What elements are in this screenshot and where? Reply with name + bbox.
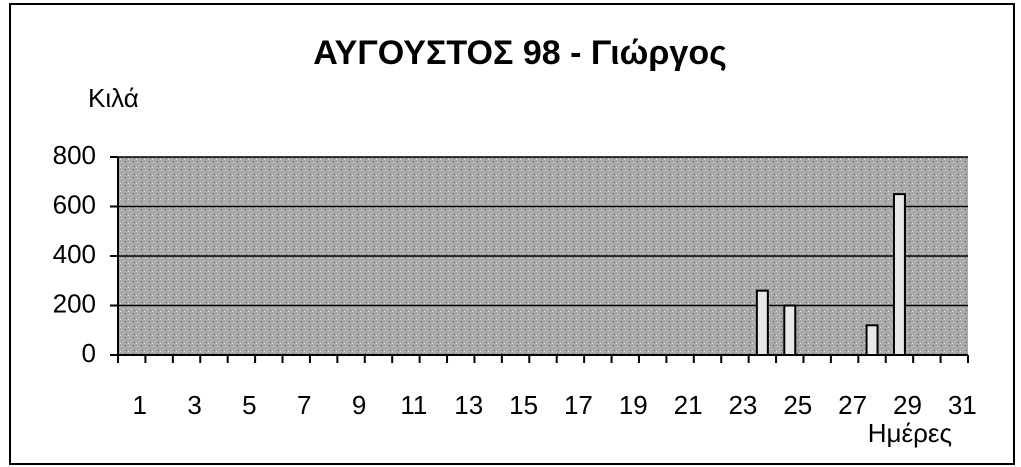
- chart-title: ΑΥΓΟΥΣΤΟΣ 98 - Γιώργος: [313, 34, 727, 72]
- y-tick-label: 200: [53, 288, 96, 318]
- x-axis-label: Ημέρες: [868, 418, 952, 448]
- x-tick-label: 29: [893, 390, 922, 420]
- x-tick-label: 7: [297, 390, 311, 420]
- x-tick-label: 5: [242, 390, 256, 420]
- x-tick-label: 27: [838, 390, 867, 420]
- x-tick-label: 9: [352, 390, 366, 420]
- x-tick-label: 17: [564, 390, 593, 420]
- bar: [892, 193, 906, 356]
- y-tick-label: 800: [53, 140, 96, 170]
- x-tick-label: 25: [783, 390, 812, 420]
- x-tick-label: 15: [509, 390, 538, 420]
- x-tick-label: 21: [674, 390, 703, 420]
- x-tick-label: 19: [619, 390, 648, 420]
- x-tick-label: 1: [132, 390, 146, 420]
- y-tick-label: 400: [53, 239, 96, 269]
- x-tick-label: 11: [400, 390, 427, 420]
- frame: [9, 3, 1015, 465]
- y-tick-label: 600: [53, 189, 96, 219]
- x-tick-label: 23: [728, 390, 757, 420]
- x-tick-label: 31: [948, 390, 977, 420]
- bar: [755, 289, 769, 356]
- y-tick-label: 0: [82, 338, 96, 368]
- x-tick-label: 13: [454, 390, 483, 420]
- bar: [783, 304, 797, 356]
- y-axis-label: Κιλά: [88, 83, 139, 113]
- x-tick-label: 3: [187, 390, 201, 420]
- bar: [865, 324, 879, 356]
